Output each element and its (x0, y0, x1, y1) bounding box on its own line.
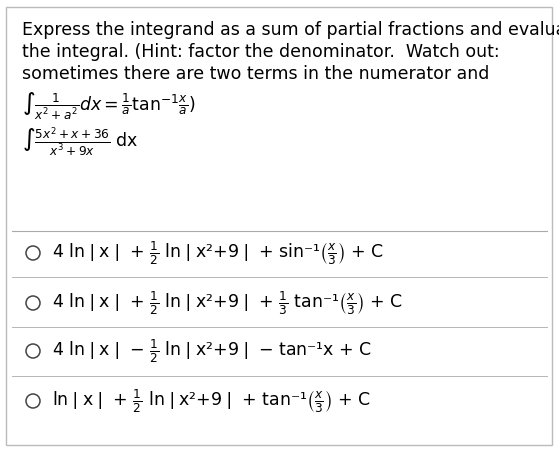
Text: 4 ln❘x❘ + $\frac{1}{2}$ ln❘x²+9❘ + $\frac{1}{3}$ tan⁻¹$\left(\frac{x}{3}\right)$: 4 ln❘x❘ + $\frac{1}{2}$ ln❘x²+9❘ + $\fra… (52, 289, 403, 317)
Text: $\int \frac{5x^2+x+36}{x^3+9x}\;\mathrm{dx}$: $\int \frac{5x^2+x+36}{x^3+9x}\;\mathrm{… (22, 126, 138, 159)
Text: ln❘x❘ + $\frac{1}{2}$ ln❘x²+9❘ + tan⁻¹$\left(\frac{x}{3}\right)$ + C: ln❘x❘ + $\frac{1}{2}$ ln❘x²+9❘ + tan⁻¹$\… (52, 387, 371, 415)
Text: sometimes there are two terms in the numerator and: sometimes there are two terms in the num… (22, 65, 489, 83)
Text: Express the integrand as a sum of partial fractions and evaluate: Express the integrand as a sum of partia… (22, 21, 559, 39)
Text: the integral. (Hint: factor the denominator.  Watch out:: the integral. (Hint: factor the denomina… (22, 43, 500, 61)
Text: $\int \frac{1}{x^2+a^2}dx = \frac{1}{a}\mathrm{tan}^{-1}\frac{x}{a}$): $\int \frac{1}{x^2+a^2}dx = \frac{1}{a}\… (22, 91, 196, 122)
Text: 4 ln❘x❘ + $\frac{1}{2}$ ln❘x²+9❘ + sin⁻¹$\left(\frac{x}{3}\right)$ + C: 4 ln❘x❘ + $\frac{1}{2}$ ln❘x²+9❘ + sin⁻¹… (52, 239, 384, 267)
Text: 4 ln❘x❘ − $\frac{1}{2}$ ln❘x²+9❘ − tan⁻¹x + C: 4 ln❘x❘ − $\frac{1}{2}$ ln❘x²+9❘ − tan⁻¹… (52, 337, 372, 365)
